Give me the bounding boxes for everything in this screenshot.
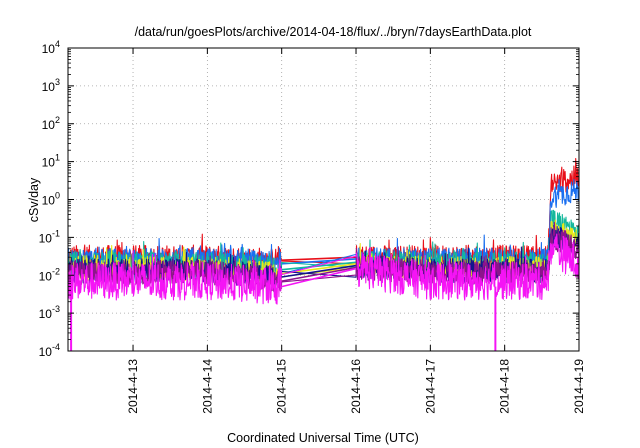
y-tick-exponent: 4 <box>55 39 60 49</box>
y-tick-label: 10-4 <box>39 342 60 359</box>
series-layer <box>67 157 580 351</box>
y-tick-label: 104 <box>42 39 60 56</box>
y-tick-base: 10 <box>39 269 53 283</box>
series-gap-line <box>281 261 357 271</box>
x-tick-label: 2014-4-14 <box>200 359 214 414</box>
series-gap-line <box>281 267 357 288</box>
grid <box>68 48 579 351</box>
y-tick-exponent: -4 <box>52 342 60 352</box>
y-tick-label: 101 <box>42 153 60 170</box>
x-tick-label: 2014-4-19 <box>572 359 586 414</box>
y-tick-base: 10 <box>42 42 56 56</box>
series-gap-line <box>281 264 357 278</box>
y-tick-label: 100 <box>42 191 60 208</box>
y-tick-exponent: 2 <box>55 115 60 125</box>
y-tick-base: 10 <box>42 194 56 208</box>
x-tick-label: 2014-4-16 <box>349 359 363 414</box>
series-line <box>67 233 580 305</box>
y-tick-base: 10 <box>42 156 56 170</box>
series-trace <box>67 233 580 305</box>
y-tick-base: 10 <box>42 80 56 94</box>
y-tick-label: 103 <box>42 77 60 94</box>
y-tick-label: 10-3 <box>39 304 60 321</box>
x-tick-label: 2014-4-15 <box>275 359 289 414</box>
y-tick-exponent: 0 <box>55 191 60 201</box>
y-axis-label: cSv/day <box>27 177 41 222</box>
y-tick-exponent: -1 <box>52 228 60 238</box>
x-axis-label: Coordinated Universal Time (UTC) <box>227 431 419 445</box>
y-tick-base: 10 <box>39 345 53 359</box>
chart-title: /data/run/goesPlots/archive/2014-04-18/f… <box>135 25 532 39</box>
y-tick-exponent: -3 <box>52 304 60 314</box>
y-tick-label: 102 <box>42 115 60 132</box>
y-tick-exponent: 3 <box>55 77 60 87</box>
x-tick-label: 2014-4-17 <box>423 359 437 414</box>
x-tick-label: 2014-4-13 <box>126 359 140 414</box>
y-tick-base: 10 <box>39 307 53 321</box>
y-tick-base: 10 <box>39 231 53 245</box>
x-tick-labels: 2014-4-13 2014-4-14 2014-4-15 2014-4-16 2014… <box>126 359 586 414</box>
y-tick-label: 10-2 <box>39 266 60 283</box>
y-tick-exponent: -2 <box>52 266 60 276</box>
y-tick-label: 10-1 <box>39 228 60 245</box>
axis-ticks <box>68 47 580 352</box>
x-tick-label: 2014-4-18 <box>498 359 512 414</box>
series-gap-line <box>281 266 357 282</box>
y-tick-base: 10 <box>42 118 56 132</box>
y-tick-exponent: 1 <box>55 153 60 163</box>
